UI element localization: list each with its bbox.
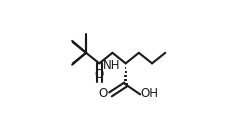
- Text: O: O: [95, 68, 104, 81]
- Text: O: O: [98, 87, 107, 100]
- Text: NH: NH: [102, 59, 120, 72]
- Text: OH: OH: [141, 87, 159, 100]
